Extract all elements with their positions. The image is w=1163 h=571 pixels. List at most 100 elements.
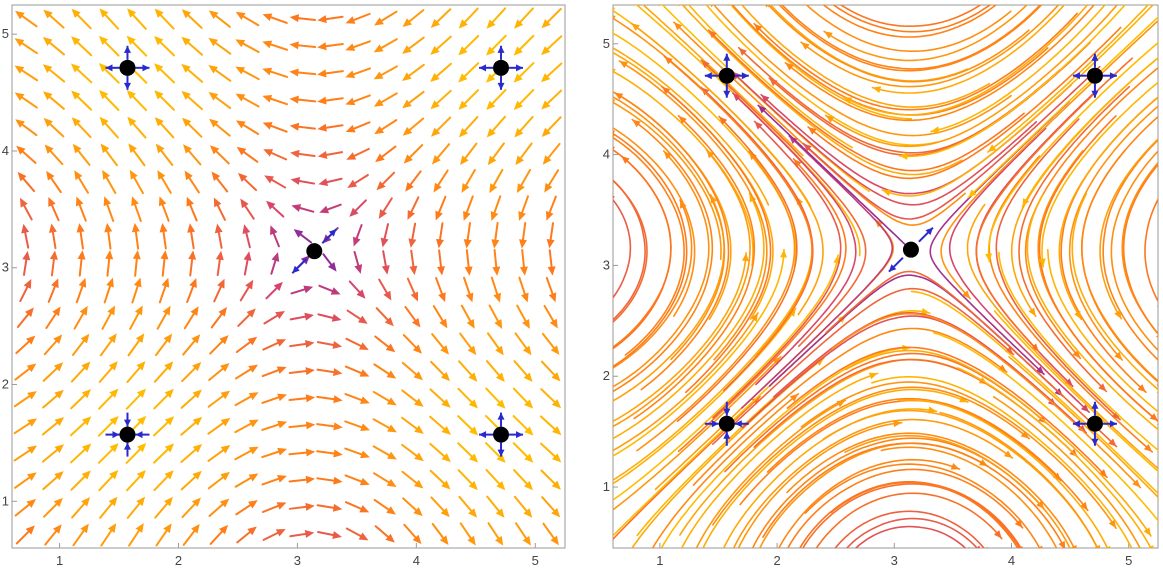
equilibria <box>704 53 1117 446</box>
streamline-path <box>676 115 798 422</box>
streamline-path <box>1081 115 1158 383</box>
field-arrow <box>543 304 558 329</box>
field-arrow <box>208 37 232 55</box>
arrow-head <box>189 278 197 288</box>
field-arrow <box>407 196 420 220</box>
field-arrow <box>431 143 451 165</box>
field-arrow <box>322 253 337 272</box>
streamline-path <box>800 5 1060 88</box>
streamline <box>661 85 772 394</box>
field-arrow <box>487 522 504 546</box>
arrow-head <box>604 92 613 99</box>
vector-field-plot: 1 2 3 4 5 1 2 3 4 5 <box>2 4 566 568</box>
field-arrow <box>43 118 65 138</box>
arrow-head <box>758 105 767 114</box>
field-arrow <box>131 277 142 304</box>
field-arrow <box>14 38 38 55</box>
arrow-head <box>54 389 64 399</box>
field-arrow <box>243 251 252 276</box>
arrow-head <box>191 523 200 534</box>
field-arrow <box>344 501 370 513</box>
arrow-head <box>490 211 499 221</box>
arrow-head <box>277 447 288 456</box>
arrow-head <box>614 92 624 100</box>
arrow-head <box>493 292 501 303</box>
field-arrow <box>374 335 396 353</box>
arrow-head <box>209 118 219 128</box>
streamline-path <box>613 254 839 501</box>
x-tick-label: 4 <box>413 553 420 568</box>
streamline-path <box>613 90 732 320</box>
streamline <box>807 26 1122 180</box>
field-arrow <box>547 249 556 276</box>
field-arrow <box>405 170 422 192</box>
field-arrow <box>155 143 174 166</box>
arrow-head <box>54 444 65 454</box>
arrow-head <box>105 250 114 260</box>
arrow-head <box>164 361 174 371</box>
arrow-head <box>751 396 761 405</box>
arrow-head <box>98 63 109 73</box>
arrow-head <box>685 5 688 7</box>
field-arrow <box>236 526 257 544</box>
arrow-head <box>706 149 715 159</box>
field-arrow <box>153 470 174 492</box>
streamline <box>739 399 1062 506</box>
field-arrow <box>153 416 175 437</box>
arrow-head <box>521 292 529 303</box>
field-arrow <box>513 469 534 491</box>
field-arrow <box>70 443 92 464</box>
field-arrow <box>262 13 288 24</box>
streamline-path <box>1071 192 1158 391</box>
streamline-path <box>700 59 867 347</box>
arrow-head <box>27 391 37 400</box>
field-arrow <box>42 389 64 409</box>
field-arrow <box>289 312 314 321</box>
y-tick-label: 4 <box>603 147 610 162</box>
streamline-path <box>732 418 1014 548</box>
arrow-head <box>704 72 712 80</box>
arrow-head <box>723 90 731 98</box>
arrow-head <box>1035 366 1045 375</box>
streamline <box>630 22 824 316</box>
field-arrow <box>289 14 317 23</box>
arrow-head <box>347 179 358 188</box>
arrow-head <box>1020 430 1030 439</box>
arrow-head <box>330 287 341 295</box>
field-arrow <box>316 341 343 349</box>
arrow-head <box>613 88 614 90</box>
arrow-head <box>385 343 396 353</box>
field-arrow <box>43 9 65 29</box>
field-arrow <box>263 149 288 161</box>
arrow-head <box>333 422 343 431</box>
streamline <box>738 5 991 108</box>
arrow-head <box>750 313 758 322</box>
field-arrow <box>518 195 529 221</box>
arrow-head <box>74 170 83 180</box>
streamline-path <box>613 92 730 391</box>
arrow-head <box>1108 519 1117 529</box>
arrow-head <box>81 497 91 507</box>
field-arrow <box>132 250 141 277</box>
arrow-head <box>345 124 356 133</box>
streamline-path <box>804 463 1041 548</box>
field-arrow <box>373 92 398 107</box>
field-arrow <box>516 168 532 194</box>
streamline-path <box>880 446 1058 548</box>
streamline-path <box>842 5 1089 116</box>
streamline-path <box>766 397 1089 512</box>
arrow-head <box>333 395 343 404</box>
arrow-head <box>803 143 812 152</box>
equilibrium-point <box>718 415 735 432</box>
arrow-head <box>106 277 114 288</box>
field-arrow <box>128 143 146 167</box>
arrow-head <box>458 73 468 83</box>
field-arrow <box>346 147 370 160</box>
arrow-head <box>247 526 257 536</box>
arrow-head <box>107 523 117 533</box>
streamline <box>880 446 1061 548</box>
arrow-head <box>834 5 835 6</box>
field-arrow <box>513 62 535 83</box>
field-arrow <box>127 333 145 357</box>
